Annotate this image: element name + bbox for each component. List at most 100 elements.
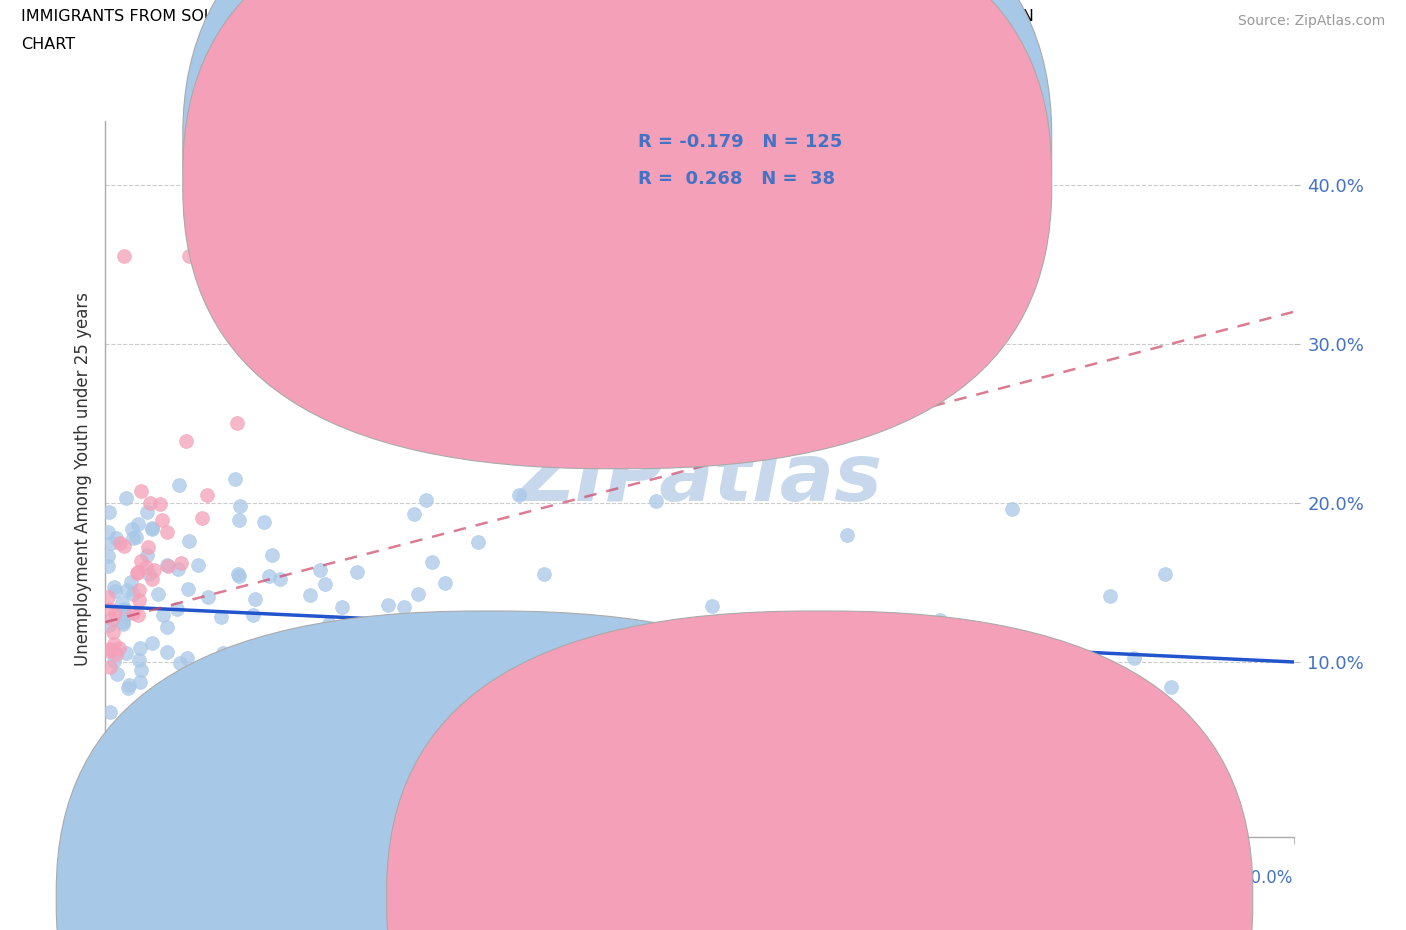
Point <box>1154 566 1177 581</box>
Point <box>125 529 148 544</box>
Point <box>202 777 225 792</box>
Point <box>225 416 247 431</box>
Point <box>177 248 200 263</box>
Point <box>97 525 120 539</box>
Point <box>166 601 188 616</box>
Point <box>136 539 159 554</box>
Point <box>110 536 132 551</box>
Point <box>415 493 437 508</box>
Text: Immigrants from South Central Asia: Immigrants from South Central Asia <box>506 889 804 908</box>
Point <box>156 525 179 539</box>
Point <box>290 730 312 745</box>
Point <box>209 610 232 625</box>
Point <box>835 527 858 542</box>
Point <box>100 536 122 551</box>
Point <box>204 652 226 667</box>
Point <box>128 652 150 667</box>
Point <box>117 680 139 695</box>
Point <box>224 472 246 486</box>
Point <box>169 656 191 671</box>
Point <box>156 559 179 574</box>
Point <box>392 599 415 614</box>
Point <box>156 619 179 634</box>
Point <box>292 744 315 759</box>
Point <box>129 663 152 678</box>
Point <box>124 744 146 759</box>
Point <box>195 487 218 502</box>
Point <box>314 577 336 591</box>
Point <box>152 607 174 622</box>
Point <box>166 726 188 741</box>
Point <box>1094 760 1116 775</box>
Point <box>186 706 208 721</box>
Point <box>450 614 472 629</box>
Point <box>253 514 276 529</box>
Point <box>104 646 127 661</box>
Point <box>101 624 124 639</box>
Point <box>204 685 226 700</box>
Point <box>1123 651 1146 666</box>
Point <box>700 598 723 613</box>
Point <box>97 549 120 564</box>
Point <box>1160 680 1182 695</box>
Point <box>346 565 368 579</box>
Point <box>271 726 294 741</box>
Point <box>120 574 142 589</box>
Point <box>98 644 121 658</box>
Point <box>155 644 177 659</box>
Point <box>127 608 149 623</box>
Point <box>141 636 163 651</box>
Point <box>97 559 120 574</box>
Point <box>98 602 121 617</box>
Point <box>122 530 145 545</box>
Point <box>129 484 152 498</box>
Point <box>128 713 150 728</box>
Point <box>115 490 138 505</box>
Point <box>191 750 214 764</box>
Point <box>406 587 429 602</box>
Point <box>98 641 121 656</box>
Point <box>111 595 134 610</box>
Point <box>191 511 214 525</box>
Point <box>170 555 193 570</box>
Point <box>228 569 250 584</box>
Point <box>139 496 162 511</box>
Point <box>103 782 125 797</box>
Point <box>318 676 340 691</box>
Point <box>125 565 148 580</box>
Point <box>148 586 170 601</box>
Point <box>138 567 160 582</box>
Point <box>420 554 443 569</box>
Point <box>135 560 157 575</box>
Point <box>101 761 124 776</box>
Point <box>112 616 135 631</box>
Point <box>127 711 149 726</box>
Point <box>167 477 190 492</box>
Point <box>269 639 291 654</box>
Point <box>127 565 149 579</box>
Point <box>269 571 291 586</box>
Point <box>404 506 426 521</box>
Point <box>262 548 284 563</box>
Point <box>257 569 280 584</box>
Text: R =  0.268   N =  38: R = 0.268 N = 38 <box>638 170 835 189</box>
Point <box>675 636 697 651</box>
Point <box>141 572 163 587</box>
Point <box>389 426 412 441</box>
Point <box>167 562 190 577</box>
Point <box>149 497 172 512</box>
Point <box>127 516 149 531</box>
Point <box>172 757 194 772</box>
Text: R = -0.179   N = 125: R = -0.179 N = 125 <box>638 133 842 152</box>
Point <box>174 433 197 448</box>
Point <box>103 579 125 594</box>
Point <box>97 505 120 520</box>
Point <box>114 248 136 263</box>
Point <box>136 548 159 563</box>
Point <box>104 605 127 620</box>
Point <box>150 513 173 528</box>
Point <box>186 734 208 749</box>
Point <box>211 645 233 660</box>
Point <box>965 642 987 657</box>
Point <box>121 587 143 602</box>
